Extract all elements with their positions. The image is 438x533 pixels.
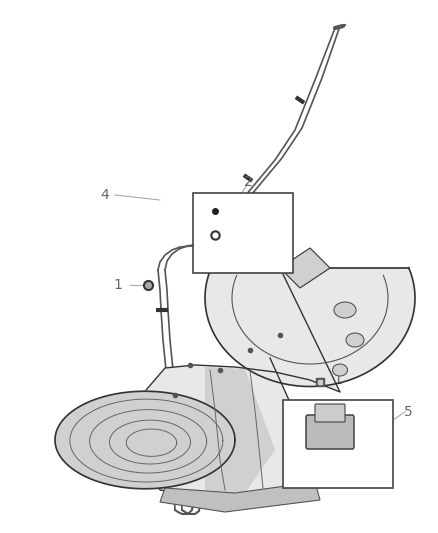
Ellipse shape bbox=[332, 364, 347, 376]
Text: 3: 3 bbox=[284, 210, 293, 224]
FancyBboxPatch shape bbox=[306, 415, 354, 449]
Polygon shape bbox=[205, 367, 275, 493]
Text: 5: 5 bbox=[404, 405, 412, 419]
Polygon shape bbox=[160, 482, 320, 512]
Text: 1: 1 bbox=[334, 373, 343, 387]
Polygon shape bbox=[55, 391, 235, 489]
Ellipse shape bbox=[334, 302, 356, 318]
Polygon shape bbox=[205, 268, 415, 386]
Bar bbox=[283, 400, 393, 488]
Polygon shape bbox=[280, 248, 330, 288]
Polygon shape bbox=[145, 268, 340, 495]
Text: 6: 6 bbox=[325, 463, 335, 477]
Text: 4: 4 bbox=[101, 188, 110, 202]
FancyBboxPatch shape bbox=[315, 404, 345, 422]
Bar bbox=[193, 193, 293, 273]
Text: 1: 1 bbox=[113, 278, 123, 292]
Ellipse shape bbox=[346, 333, 364, 347]
Text: 2: 2 bbox=[244, 175, 252, 189]
